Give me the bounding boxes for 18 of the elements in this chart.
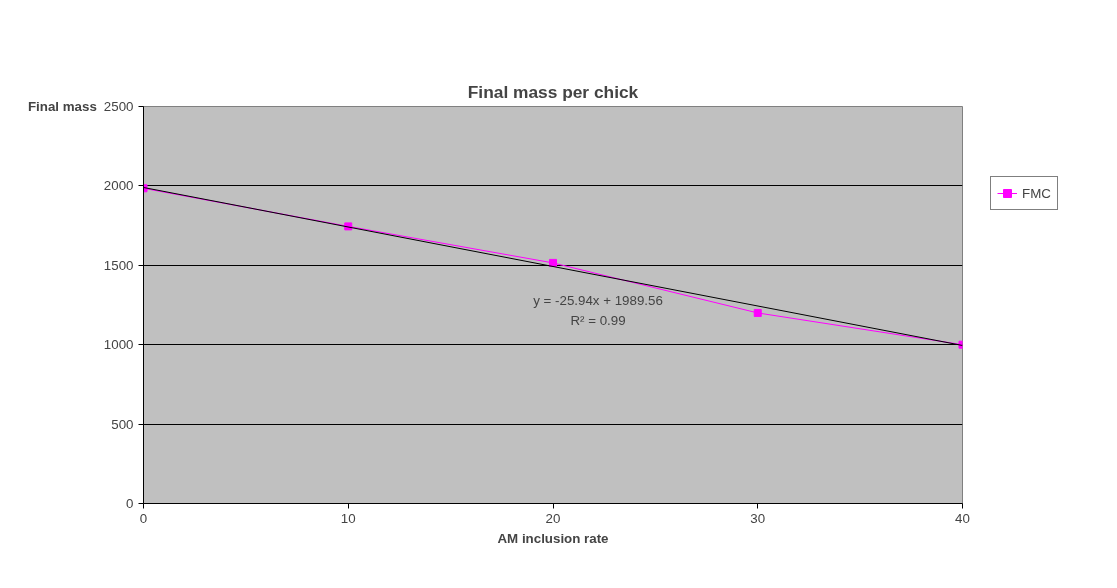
y-tick-label: 1000 bbox=[103, 337, 134, 353]
x-tick-label: 40 bbox=[955, 510, 970, 526]
chart-title: Final mass per chick bbox=[467, 81, 639, 102]
legend-label: FMC bbox=[1022, 185, 1051, 201]
x-axis-title: AM inclusion rate bbox=[497, 530, 609, 546]
point bbox=[753, 308, 762, 317]
y-tick-label: 0 bbox=[126, 496, 134, 511]
annotation: y = -25.94x + 1989.56 bbox=[533, 293, 663, 309]
y-tick-label: 1500 bbox=[103, 257, 134, 273]
y-tick-label: 2000 bbox=[103, 178, 134, 194]
x-tick-label: 10 bbox=[340, 510, 356, 526]
x-tick-label: 20 bbox=[545, 510, 561, 526]
x-tick-label: 30 bbox=[750, 510, 766, 526]
y-tick-label: 2500 bbox=[103, 99, 134, 114]
x-tick-label: 0 bbox=[139, 510, 148, 526]
annotation: R² = 0.99 bbox=[570, 313, 626, 329]
y-axis-title: Final mass bbox=[27, 99, 97, 114]
y-tick-label: 500 bbox=[111, 416, 134, 432]
